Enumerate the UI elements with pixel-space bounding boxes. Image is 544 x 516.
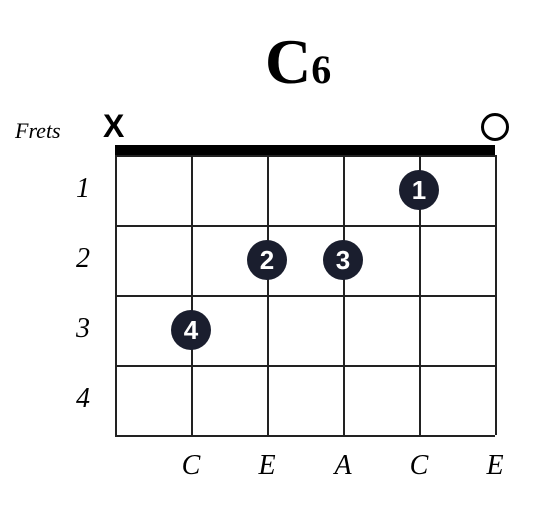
- note-label: C: [404, 450, 434, 482]
- fret-number: 2: [60, 243, 90, 275]
- fret-number: 4: [60, 383, 90, 415]
- fret-number: 3: [60, 313, 90, 345]
- fret-line: [115, 225, 495, 227]
- fret-line: [115, 365, 495, 367]
- string-line: [191, 155, 193, 435]
- finger-dot: 2: [247, 240, 287, 280]
- note-label: E: [480, 450, 510, 482]
- frets-label: Frets: [15, 118, 61, 144]
- fret-line: [115, 295, 495, 297]
- chord-name: C6: [265, 25, 331, 99]
- fret-line: [115, 155, 495, 157]
- string-line: [115, 155, 117, 435]
- string-line: [343, 155, 345, 435]
- note-label: C: [176, 450, 206, 482]
- chord-name-main: C: [265, 26, 311, 97]
- finger-dot: 1: [399, 170, 439, 210]
- mute-marker: X: [103, 108, 124, 145]
- string-line: [495, 155, 497, 435]
- fret-line: [115, 435, 495, 437]
- chord-diagram: C6 Frets X 1234 1234 CEACE: [0, 0, 544, 516]
- string-line: [267, 155, 269, 435]
- note-label: A: [328, 450, 358, 482]
- finger-dot: 4: [171, 310, 211, 350]
- note-label: E: [252, 450, 282, 482]
- open-string-marker: [481, 113, 509, 141]
- chord-name-suffix: 6: [311, 47, 331, 92]
- fret-number: 1: [60, 173, 90, 205]
- nut: [115, 145, 495, 155]
- finger-dot: 3: [323, 240, 363, 280]
